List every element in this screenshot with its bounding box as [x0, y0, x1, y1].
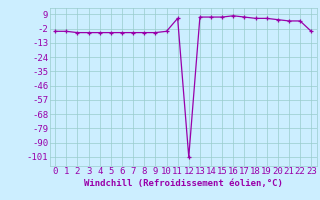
X-axis label: Windchill (Refroidissement éolien,°C): Windchill (Refroidissement éolien,°C)	[84, 179, 283, 188]
